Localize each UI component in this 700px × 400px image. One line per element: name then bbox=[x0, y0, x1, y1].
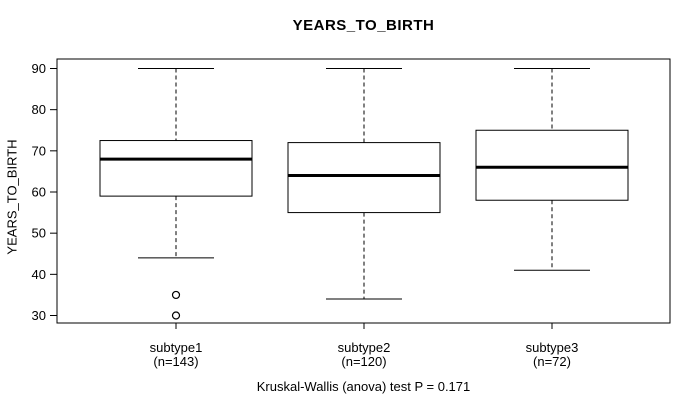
group-label: subtype3 bbox=[526, 340, 579, 355]
outlier-point bbox=[171, 290, 181, 300]
group-count-label: (n=143) bbox=[153, 354, 198, 369]
box-iqr bbox=[287, 142, 441, 214]
y-axis-tick-label: 80 bbox=[32, 102, 46, 117]
y-axis-tick-label: 40 bbox=[32, 267, 46, 282]
y-axis-tick-label: 60 bbox=[32, 185, 46, 200]
group-label: subtype1 bbox=[150, 340, 203, 355]
y-axis-tick-label: 50 bbox=[32, 226, 46, 241]
stat-test-caption: Kruskal-Wallis (anova) test P = 0.171 bbox=[256, 379, 471, 394]
chart-title: YEARS_TO_BIRTH bbox=[292, 17, 435, 34]
boxplot-group-subtype3: subtype3(n=72) bbox=[475, 68, 629, 369]
group-count-label: (n=72) bbox=[533, 354, 571, 369]
y-axis-tick-label: 70 bbox=[32, 143, 46, 158]
y-axis-tick-label: 30 bbox=[32, 308, 46, 323]
group-count-label: (n=120) bbox=[341, 354, 386, 369]
y-axis-tick-label: 90 bbox=[32, 61, 46, 76]
box-iqr bbox=[99, 140, 253, 197]
outlier-point bbox=[171, 311, 181, 320]
boxplot-group-subtype1: subtype1(n=143) bbox=[99, 68, 253, 369]
boxplot-group-subtype2: subtype2(n=120) bbox=[287, 68, 441, 369]
box-iqr bbox=[475, 129, 629, 201]
group-label: subtype2 bbox=[338, 340, 391, 355]
